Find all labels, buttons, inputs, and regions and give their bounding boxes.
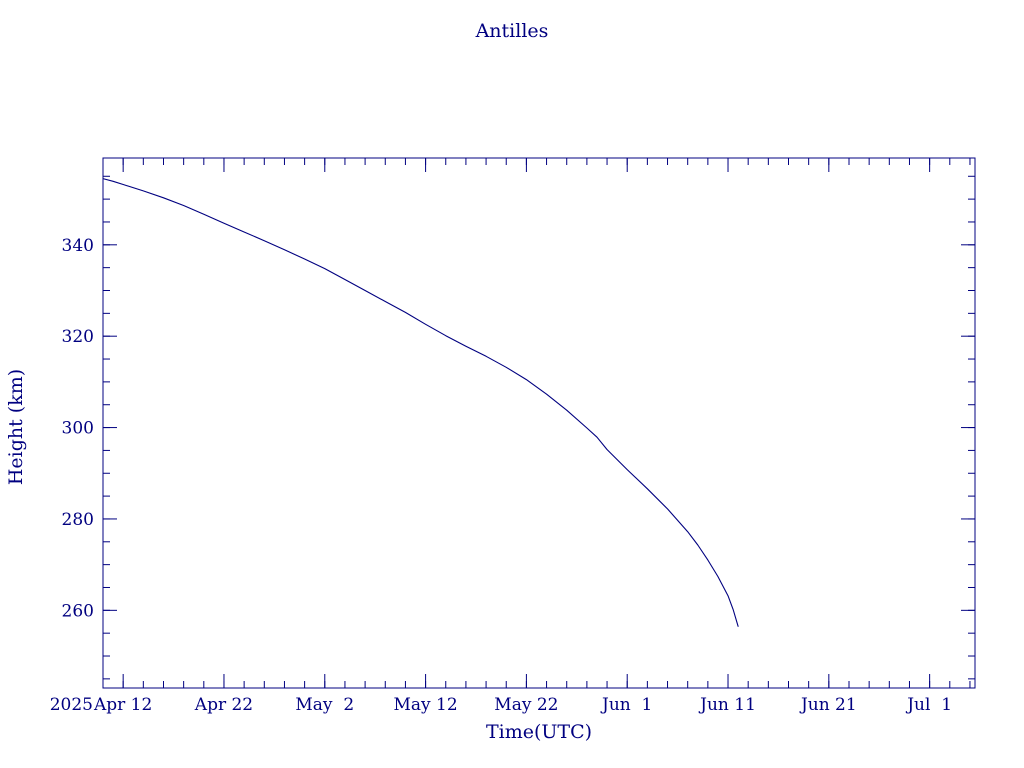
y-tick-label: 320 bbox=[62, 327, 94, 347]
x-tick-label: Apr 12 bbox=[93, 695, 152, 715]
y-tick-label: 340 bbox=[62, 236, 94, 256]
x-tick-label: May 12 bbox=[393, 695, 457, 715]
y-tick-label: 260 bbox=[62, 601, 94, 621]
x-tick-label: Apr 22 bbox=[194, 695, 253, 715]
y-axis-label: Height (km) bbox=[5, 369, 27, 485]
x-tick-label: Jun 11 bbox=[698, 695, 756, 715]
x-tick-label: May 2 bbox=[295, 695, 354, 715]
x-axis-label: Time(UTC) bbox=[486, 721, 592, 743]
x-tick-label: Jun 21 bbox=[799, 695, 857, 715]
x-tick-label: Jul 1 bbox=[905, 695, 952, 715]
axis-ticks bbox=[102, 158, 975, 688]
height-curve bbox=[102, 178, 739, 627]
y-tick-label: 300 bbox=[62, 419, 94, 439]
data-series bbox=[102, 178, 739, 627]
plot-frame bbox=[102, 157, 976, 689]
chart-title: Antilles bbox=[475, 20, 549, 42]
year-label: 2025 bbox=[50, 695, 93, 715]
x-tick-label: May 22 bbox=[494, 695, 558, 715]
y-tick-label: 280 bbox=[62, 510, 94, 530]
axis-tick-labels: Apr 12 Apr 22 May 2 May 12 May 22 Jun 1 Jun 11… bbox=[62, 236, 953, 715]
x-tick-label: Jun 1 bbox=[600, 695, 652, 715]
